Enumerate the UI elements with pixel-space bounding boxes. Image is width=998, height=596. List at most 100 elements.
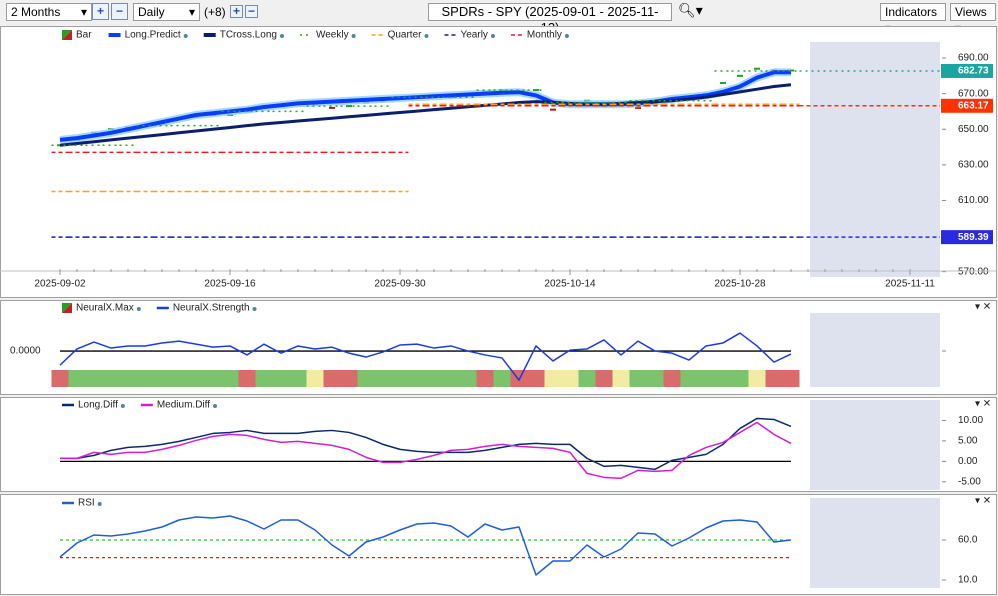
legend-dot [183,34,188,38]
series-line [60,421,792,480]
y-tick-label: 10.0 [958,575,978,586]
signal-cell [323,370,341,387]
signal-cell [272,370,290,387]
signal-cell [340,370,358,387]
series-line [59,332,792,381]
signal-cell [595,370,613,387]
y-tick-label: 610.00 [958,195,989,206]
signal-cell [459,370,477,387]
signal-cell [119,370,137,387]
signal-cell [425,370,443,387]
signal-cell [493,370,511,387]
x-tick-label: 2025-09-16 [204,279,256,290]
zoom-out[interactable]: − [111,3,128,20]
signal-cell [102,370,120,387]
series-line [59,83,792,147]
legend-label: RSI [78,498,95,509]
views: Views [955,5,987,19]
legend-label: NeuralX.Max [76,303,134,314]
y-tick-label: 670.00 [958,88,989,99]
signal-cell [221,370,239,387]
signal-cell [748,370,766,387]
legend-label: Bar [76,30,92,41]
x-tick-label: 2025-09-02 [34,279,86,290]
signal-cell [187,370,205,387]
value-label: 589.39 [958,232,989,243]
legend-label: Long.Predict [125,30,181,41]
panel-controls[interactable]: ▾ ✕ [975,399,991,410]
period: 2 Months [11,5,61,19]
period-select[interactable]: 2 Months ▾ [6,3,92,21]
series-line [60,417,792,471]
signal-cell [51,370,69,387]
legend-dot [252,307,257,311]
symbol-box[interactable]: SPDRs - SPY (2025-09-01 - 2025-11-12) [428,3,672,35]
signal-cell [663,370,681,387]
y-tick-label: 10.00 [958,415,983,426]
legend-label: Yearly [460,30,487,41]
interval-select[interactable]: Daily ▾ [133,3,200,21]
future-area [810,313,940,387]
value-label: 682.73 [958,66,989,77]
future-area [810,42,940,277]
legend-marker [62,303,72,313]
y-tick-label: 630.00 [958,159,989,170]
legend-dot [279,34,284,38]
panel-controls[interactable]: ▾ ✕ [975,302,991,313]
legend-dot [351,34,356,38]
x-tick-label: 2025-11-11 [885,279,935,290]
legend-label: Quarter [388,30,423,41]
toolbar: 2 Months ▾ + − Daily ▾ (+8) + − SPDRs - SP… [0,0,998,35]
signal-cell [578,370,596,387]
signal-cell [391,370,409,387]
future-area [810,400,940,490]
legend-marker [62,30,72,40]
offset-plus[interactable]: + [230,5,243,18]
signal-cell [527,370,545,387]
offset-minus[interactable]: − [245,5,258,18]
legend-dot [424,34,429,38]
y-tick-label: 690.00 [958,53,989,64]
signal-cell [476,370,494,387]
legend-label: Monthly [527,30,562,41]
x-tick-label: 2025-10-28 [714,279,766,290]
signal-cell [306,370,324,387]
signal-cell [765,370,783,387]
y-tick-label: 650.00 [958,124,989,135]
search-icon[interactable]: 🔍︎▾ [678,2,703,18]
legend-dot [564,34,569,38]
signal-cell [646,370,664,387]
legend-label: Weekly [316,30,349,41]
x-tick-label: 2025-09-30 [374,279,426,290]
signal-cell [544,370,562,387]
panel-controls[interactable]: ▾ ✕ [975,496,991,507]
series-line [59,515,792,576]
legend-label: Long.Diff [78,400,118,411]
legend-dot [97,502,102,506]
signal-cell [68,370,86,387]
signal-cell [374,370,392,387]
signal-cell [170,370,188,387]
x-tick-label: 2025-10-14 [544,279,596,290]
value-label: 663.17 [958,100,989,111]
legend-label: Medium.Diff [157,400,210,411]
legend-dot [120,404,125,408]
signal-cell [629,370,647,387]
y-tick-label: 0.00 [958,456,978,467]
signal-cell [204,370,222,387]
offset: (+8) [204,5,226,19]
signal-cell [680,370,698,387]
value-label-box [941,63,993,78]
signal-cell [714,370,732,387]
signal-cell [255,370,273,387]
interval: Daily [138,5,165,19]
zoom-in[interactable]: + [92,3,109,20]
signal-cell [357,370,375,387]
legend-dot [490,34,495,38]
signal-cell [442,370,460,387]
signal-cell [136,370,154,387]
signal-cell [782,370,800,387]
signal-cell [85,370,103,387]
